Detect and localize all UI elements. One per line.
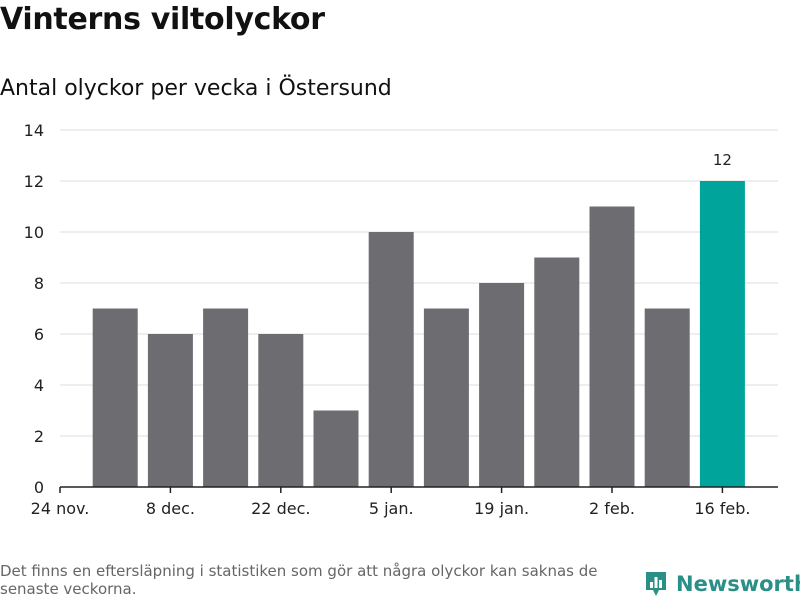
y-tick-label: 6 xyxy=(34,325,44,344)
data-label: 12 xyxy=(713,151,732,169)
x-tick-label: 5 jan. xyxy=(369,499,414,518)
y-tick-label: 14 xyxy=(24,121,44,140)
bar xyxy=(589,206,635,487)
bar xyxy=(534,257,580,487)
bar xyxy=(313,410,359,487)
brand-name: Newsworthy xyxy=(676,572,800,596)
bar xyxy=(479,283,525,487)
y-tick-label: 8 xyxy=(34,274,44,293)
bar xyxy=(258,334,304,487)
x-tick-label: 22 dec. xyxy=(251,499,310,518)
x-tick-label: 2 feb. xyxy=(589,499,635,518)
page-title: Vinterns viltolyckor xyxy=(0,2,325,37)
bar xyxy=(203,308,249,487)
bar xyxy=(147,334,193,487)
bar xyxy=(368,232,414,487)
x-tick-label: 8 dec. xyxy=(146,499,195,518)
x-tick-label: 16 feb. xyxy=(694,499,750,518)
y-tick-label: 10 xyxy=(24,223,44,242)
y-tick-label: 4 xyxy=(34,376,44,395)
bar-chart-pin-icon xyxy=(646,572,666,596)
y-tick-label: 12 xyxy=(24,172,44,191)
chart-subtitle: Antal olyckor per vecka i Östersund xyxy=(0,76,392,101)
bar xyxy=(644,308,690,487)
bar-chart: 0 2 4 6 8 10 12 14 12 24 nov. 8 dec. 22 dec. 5 jan. 1… xyxy=(24,121,778,518)
footnote: Det finns en eftersläpning i statistiken… xyxy=(0,562,598,598)
bar xyxy=(92,308,138,487)
x-tick-label: 19 jan. xyxy=(474,499,529,518)
x-tick-label: 24 nov. xyxy=(31,499,90,518)
y-tick-label: 2 xyxy=(34,427,44,446)
brand-logo[interactable]: Newsworthy xyxy=(644,568,800,600)
bar xyxy=(423,308,469,487)
y-tick-label: 0 xyxy=(34,478,44,497)
bar-highlighted xyxy=(699,181,745,487)
